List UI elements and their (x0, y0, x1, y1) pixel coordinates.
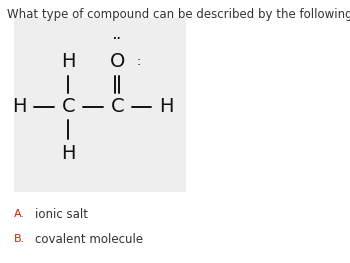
Text: What type of compound can be described by the following image?: What type of compound can be described b… (7, 8, 350, 21)
Text: O: O (110, 52, 125, 71)
Text: B.: B. (14, 234, 25, 244)
Text: ··: ·· (113, 34, 121, 44)
Text: A.: A. (14, 209, 25, 219)
Text: H: H (159, 97, 174, 116)
Text: covalent molecule: covalent molecule (35, 233, 143, 246)
Text: :: : (137, 55, 141, 68)
Text: H: H (61, 52, 76, 71)
Text: H: H (12, 97, 27, 116)
FancyBboxPatch shape (14, 18, 186, 192)
Text: C: C (111, 97, 124, 116)
Text: ionic salt: ionic salt (35, 208, 88, 221)
Text: C: C (62, 97, 75, 116)
Text: H: H (61, 144, 76, 163)
